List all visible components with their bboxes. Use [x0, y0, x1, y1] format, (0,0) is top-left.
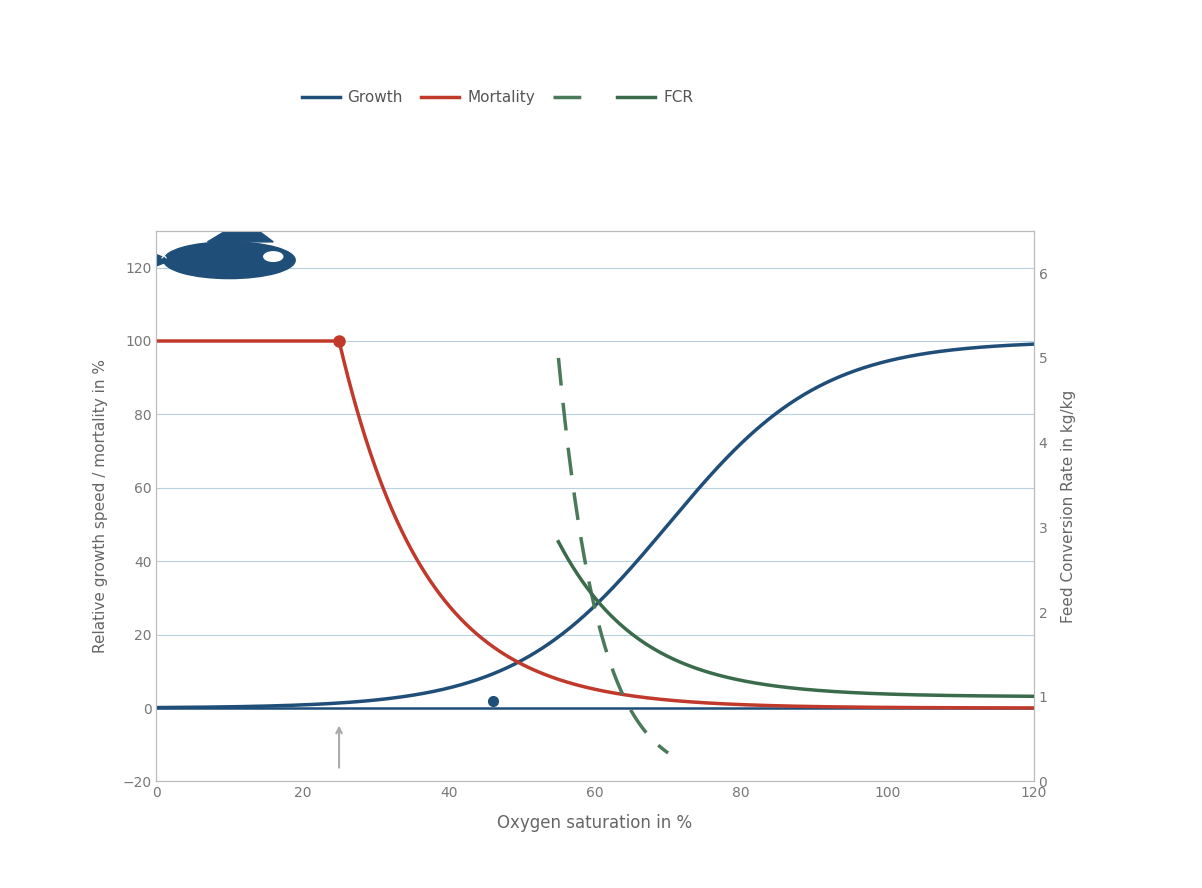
Text: ×: ×	[160, 251, 167, 262]
Y-axis label: Relative growth speed / mortality in %: Relative growth speed / mortality in %	[94, 359, 108, 654]
Circle shape	[263, 252, 282, 261]
Legend: Growth, Mortality, , FCR: Growth, Mortality, , FCR	[296, 84, 700, 112]
Polygon shape	[105, 234, 171, 286]
Ellipse shape	[163, 242, 296, 279]
Y-axis label: Feed Conversion Rate in kg/kg: Feed Conversion Rate in kg/kg	[1061, 390, 1076, 622]
X-axis label: Oxygen saturation in %: Oxygen saturation in %	[498, 814, 692, 832]
Polygon shape	[208, 220, 273, 242]
